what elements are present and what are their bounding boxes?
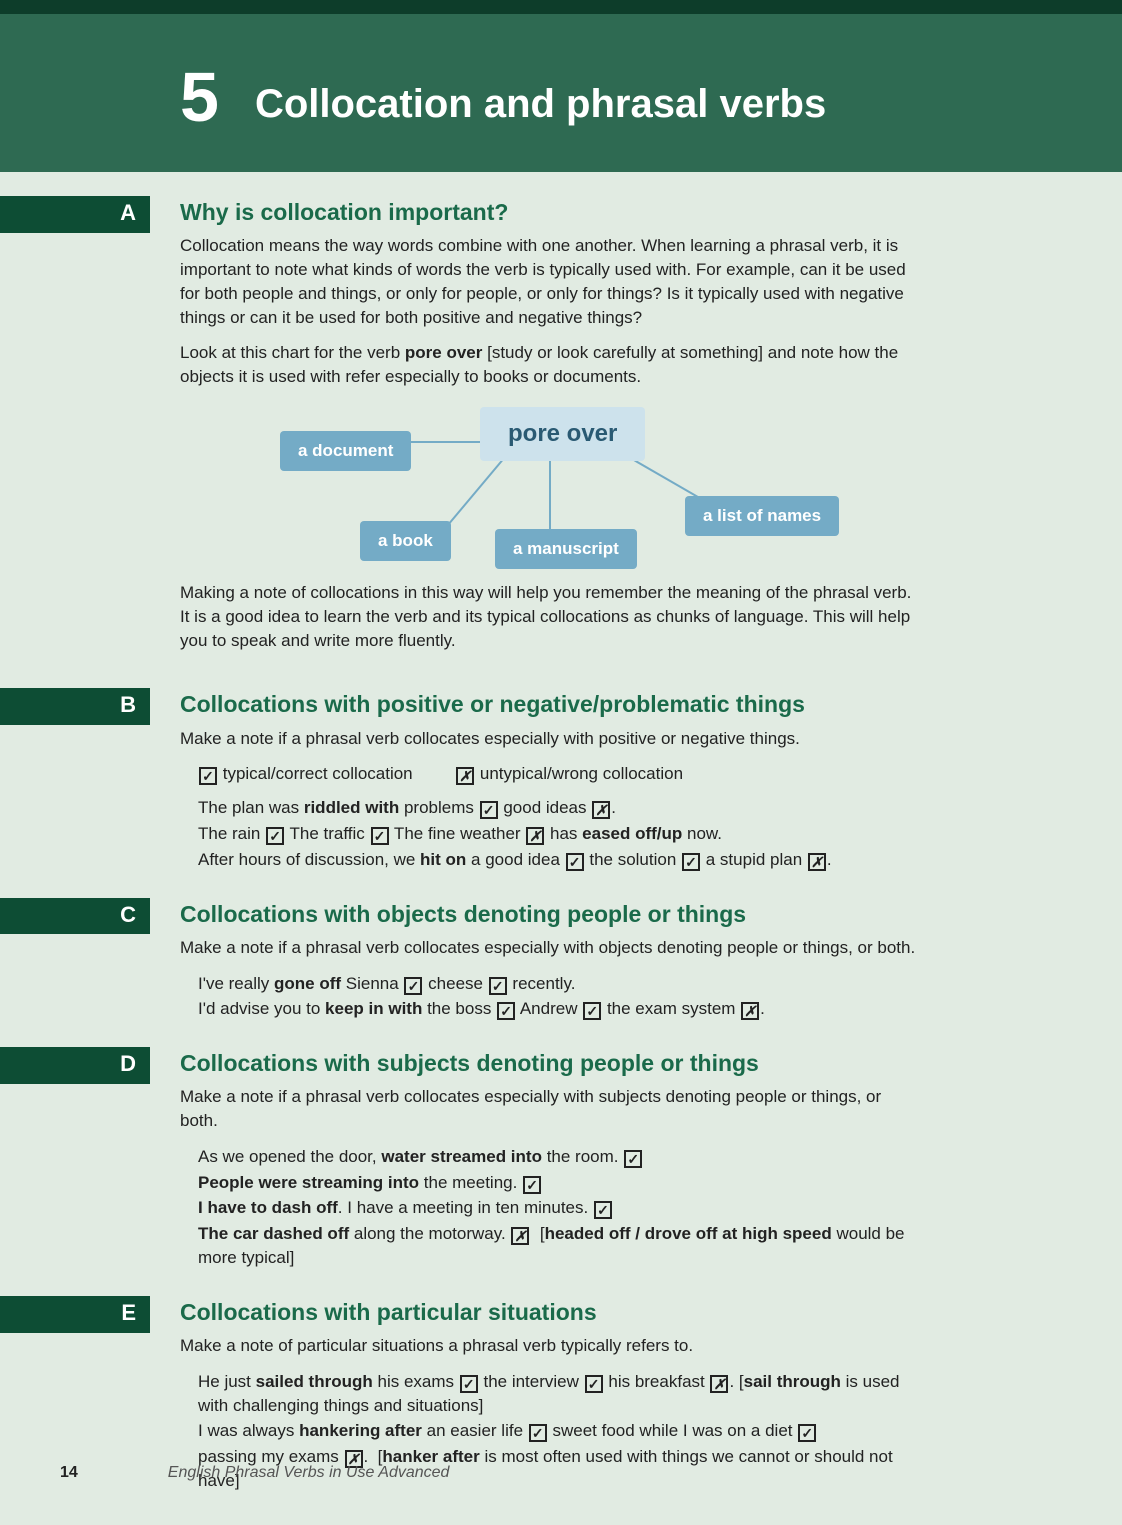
diagram-node: a manuscript <box>495 529 637 569</box>
section-tab: E <box>0 1296 150 1333</box>
page-header: 5 Collocation and phrasal verbs <box>0 0 1122 172</box>
tick-icon <box>594 1201 612 1219</box>
diagram-center-node: pore over <box>480 407 645 461</box>
section-c: C Collocations with objects denoting peo… <box>0 898 1122 1024</box>
legend: typical/correct collocation untypical/wr… <box>180 762 922 786</box>
tick-icon <box>404 977 422 995</box>
tick-icon <box>497 1002 515 1020</box>
tick-icon <box>460 1375 478 1393</box>
tick-icon <box>266 827 284 845</box>
section-heading: Collocations with objects denoting peopl… <box>180 898 922 930</box>
section-tab: B <box>0 688 150 725</box>
diagram-node: a list of names <box>685 496 839 536</box>
tick-icon <box>529 1424 547 1442</box>
cross-icon <box>511 1227 529 1245</box>
cross-icon <box>710 1375 728 1393</box>
cross-icon <box>808 853 826 871</box>
paragraph: Collocation means the way words combine … <box>180 234 922 329</box>
tick-icon <box>798 1424 816 1442</box>
unit-title: Collocation and phrasal verbs <box>255 76 826 132</box>
section-b: B Collocations with positive or negative… <box>0 688 1122 873</box>
tick-icon <box>566 853 584 871</box>
section-heading: Collocations with positive or negative/p… <box>180 688 922 720</box>
tick-icon <box>199 767 217 785</box>
paragraph: Look at this chart for the verb pore ove… <box>180 341 922 389</box>
paragraph: Make a note if a phrasal verb collocates… <box>180 936 922 960</box>
paragraph: Make a note if a phrasal verb collocates… <box>180 727 922 751</box>
section-heading: Collocations with subjects denoting peop… <box>180 1047 922 1079</box>
paragraph: Make a note if a phrasal verb collocates… <box>180 1085 922 1133</box>
paragraph: Making a note of collocations in this wa… <box>180 581 922 652</box>
page-number: 14 <box>60 1462 78 1484</box>
cross-icon <box>741 1002 759 1020</box>
unit-number: 5 <box>180 48 219 146</box>
cross-icon <box>592 801 610 819</box>
tick-icon <box>682 853 700 871</box>
tick-icon <box>480 801 498 819</box>
section-tab: D <box>0 1047 150 1084</box>
diagram-node: a book <box>360 521 451 561</box>
tick-icon <box>523 1176 541 1194</box>
tick-icon <box>489 977 507 995</box>
tick-icon <box>371 827 389 845</box>
tick-icon <box>624 1150 642 1168</box>
section-a: A Why is collocation important? Collocat… <box>0 196 1122 664</box>
section-d: D Collocations with subjects denoting pe… <box>0 1047 1122 1272</box>
example-block: As we opened the door, water streamed in… <box>180 1145 922 1270</box>
cross-icon <box>526 827 544 845</box>
example-block: The plan was riddled with problems good … <box>180 796 922 871</box>
pore-over-diagram: pore over a document a book a manuscript… <box>230 401 870 571</box>
section-heading: Why is collocation important? <box>180 196 922 228</box>
example-block: I've really gone off Sienna cheese recen… <box>180 972 922 1022</box>
page-footer: 14 English Phrasal Verbs in Use Advanced <box>60 1462 449 1484</box>
section-tab: C <box>0 898 150 935</box>
section-tab: A <box>0 196 150 233</box>
book-title: English Phrasal Verbs in Use Advanced <box>168 1462 450 1484</box>
diagram-node: a document <box>280 431 411 471</box>
section-heading: Collocations with particular situations <box>180 1296 922 1328</box>
tick-icon <box>585 1375 603 1393</box>
tick-icon <box>583 1002 601 1020</box>
cross-icon <box>456 767 474 785</box>
paragraph: Make a note of particular situations a p… <box>180 1334 922 1358</box>
